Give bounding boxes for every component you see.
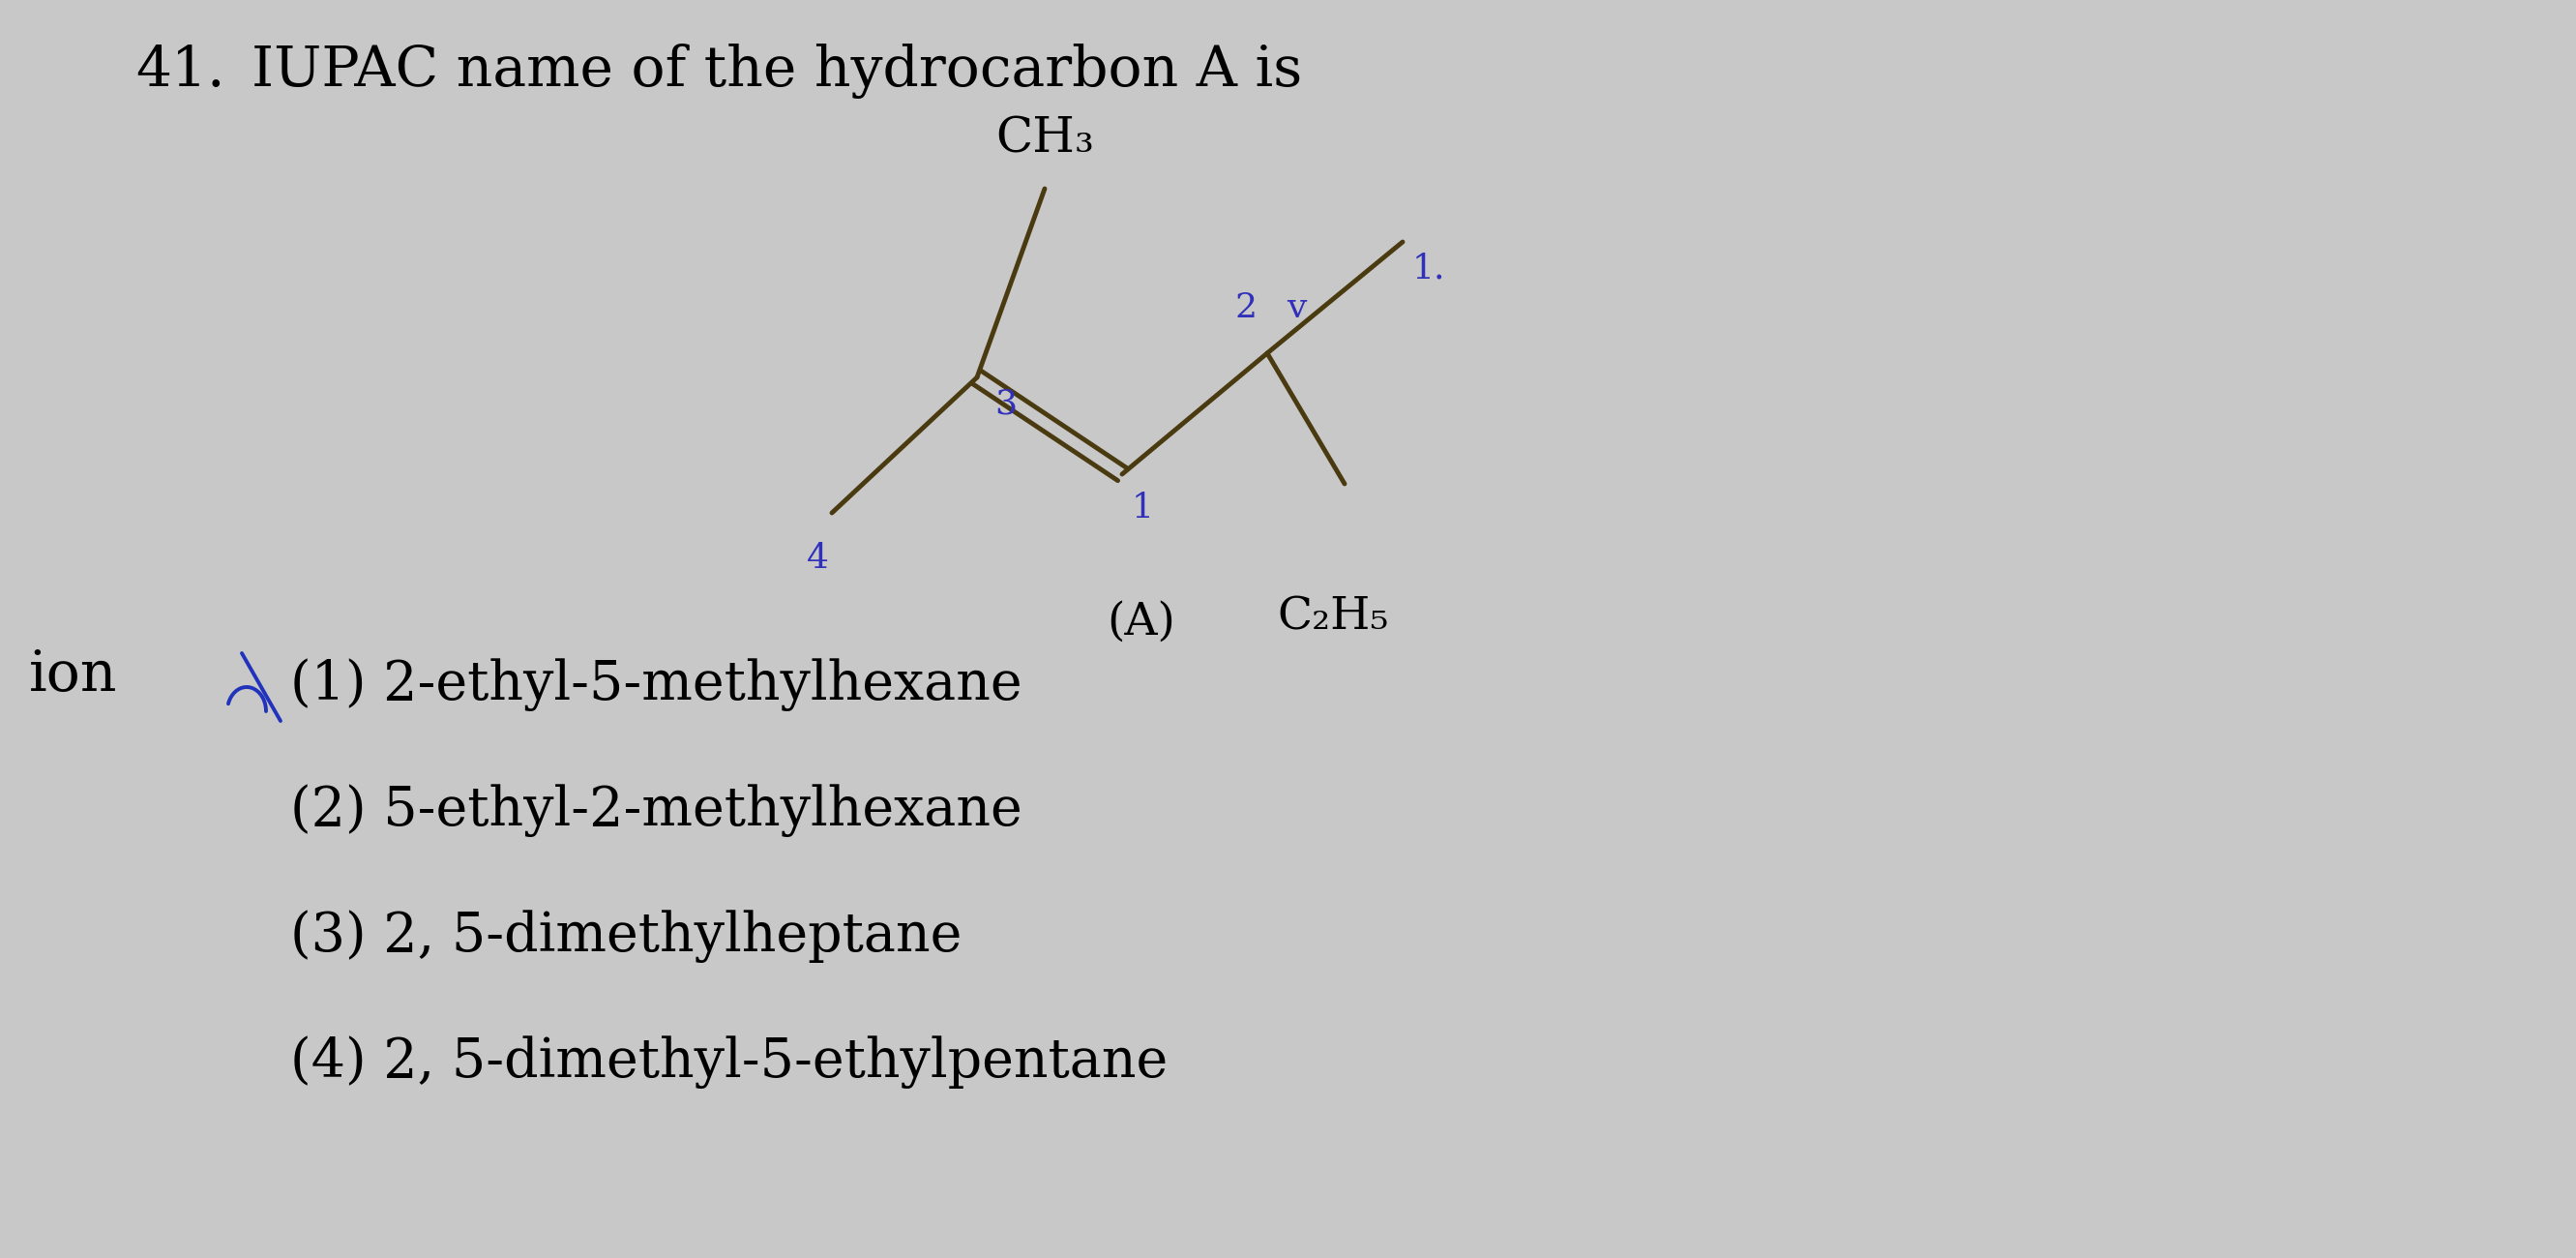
Text: 3: 3	[994, 387, 1018, 420]
Text: v: v	[1285, 292, 1306, 325]
Text: 1.: 1.	[1412, 252, 1445, 284]
Text: IUPAC name of the hydrocarbon A is: IUPAC name of the hydrocarbon A is	[252, 44, 1303, 98]
Text: 2: 2	[1236, 292, 1257, 325]
Text: C₂H₅: C₂H₅	[1278, 595, 1388, 639]
Text: (4) 2, 5-dimethyl-5-ethylpentane: (4) 2, 5-dimethyl-5-ethylpentane	[291, 1035, 1167, 1088]
Text: (A): (A)	[1108, 600, 1175, 644]
Text: 1: 1	[1131, 492, 1154, 525]
Text: CH₃: CH₃	[994, 114, 1095, 162]
Text: (2) 5-ethyl-2-methylhexane: (2) 5-ethyl-2-methylhexane	[291, 784, 1023, 837]
Text: ion: ion	[28, 648, 118, 702]
Text: (3) 2, 5-dimethylheptane: (3) 2, 5-dimethylheptane	[291, 910, 961, 962]
Text: 41.: 41.	[137, 44, 224, 98]
Text: 4: 4	[806, 542, 829, 575]
Text: (1) 2-ethyl-5-methylhexane: (1) 2-ethyl-5-methylhexane	[291, 658, 1023, 711]
